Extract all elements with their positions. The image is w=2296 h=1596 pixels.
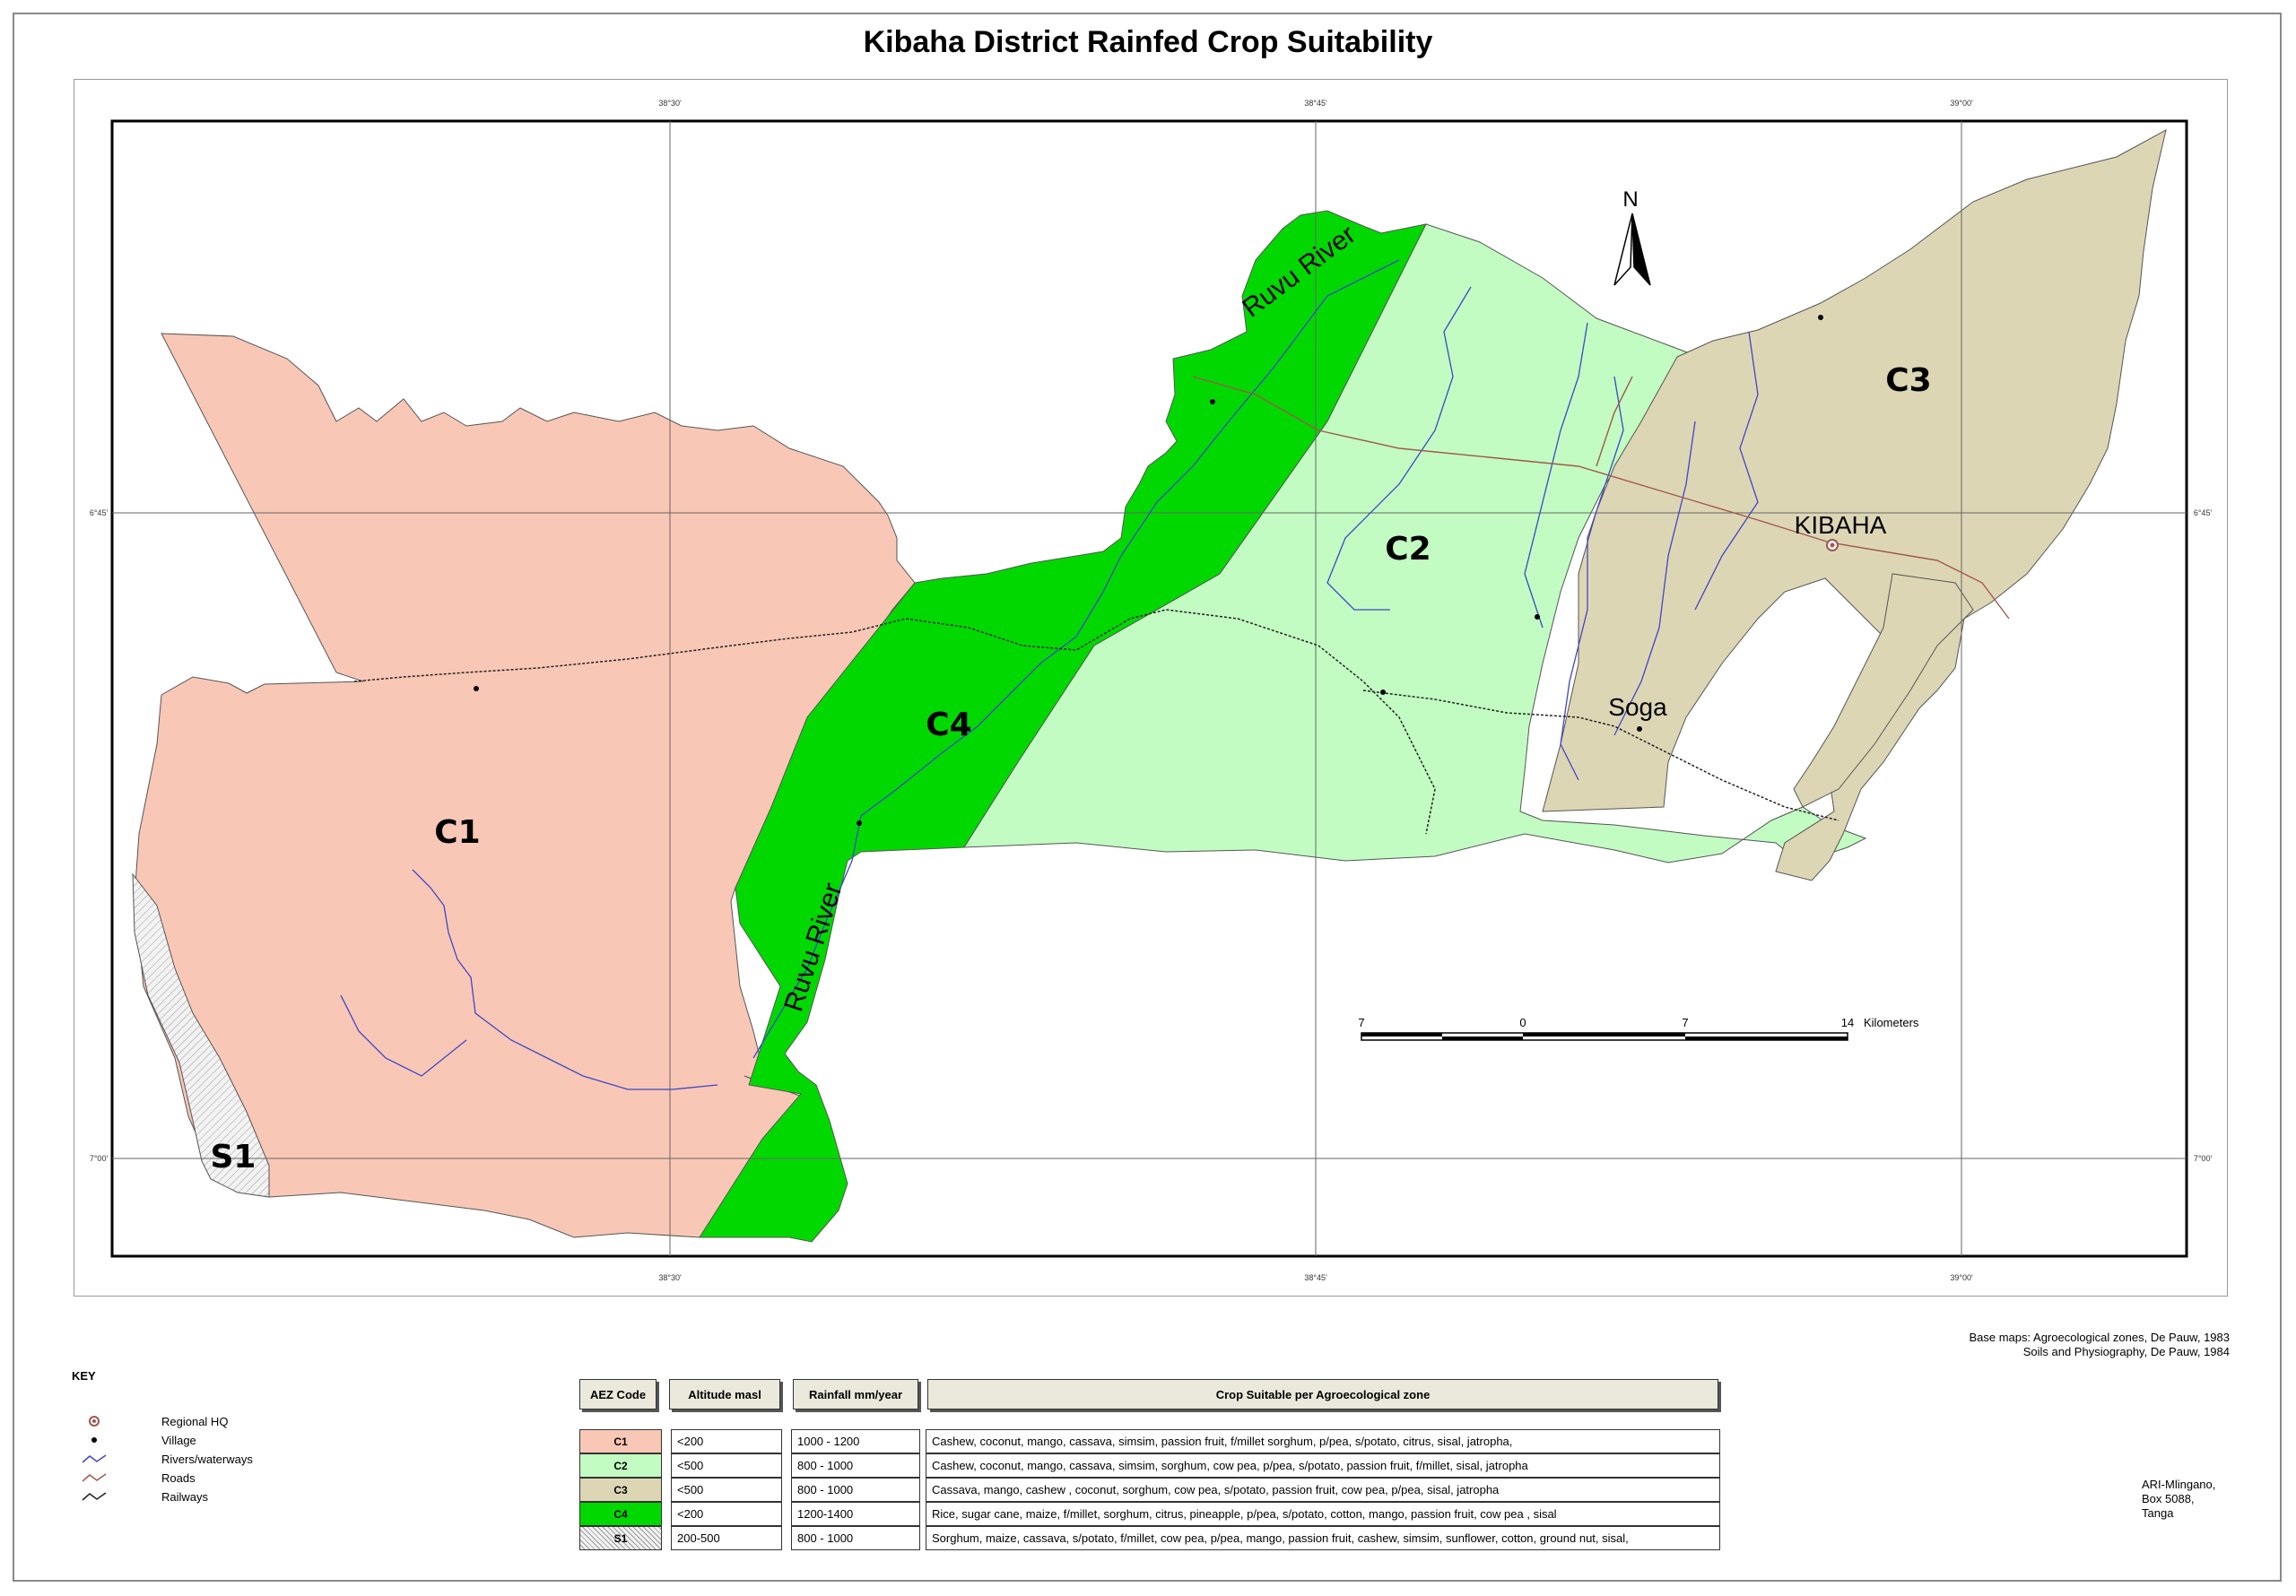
scale-tick-2: 0	[1519, 1016, 1526, 1029]
table-row-code: C3	[579, 1478, 662, 1502]
c1-stream-branch	[340, 994, 467, 1077]
rivers	[340, 259, 1759, 1090]
railway-line-east	[1362, 690, 1839, 821]
table-row-crops: Sorghum, maize, cassava, s/potato, f/mil…	[926, 1526, 1720, 1550]
grid-label-right-1: 6°45'	[2194, 508, 2213, 517]
page-border	[13, 13, 2282, 1582]
table-row-crops: Cassava, mango, cashew , coconut, sorghu…	[926, 1478, 1720, 1502]
scale-unit: Kilometers	[1864, 1016, 1919, 1029]
grid-label-bottom-2: 38°45'	[1304, 1273, 1327, 1282]
credits-line-2: Soils and Physiography, De Pauw, 1984	[2022, 1345, 2230, 1358]
village-icon	[81, 1433, 108, 1447]
scale-tick-1: 7	[1358, 1016, 1364, 1029]
zone-c3-southern-strip	[1793, 573, 1974, 808]
zone-s1-polygon	[132, 872, 270, 1198]
river-icon	[81, 1452, 108, 1466]
zone-label-c4: C4	[926, 707, 971, 743]
table-row-crops: Rice, sugar cane, maize, f/millet, sorgh…	[926, 1502, 1720, 1526]
key-item-regional-hq: Regional HQ	[81, 1414, 341, 1428]
table-row-rainfall: 800 - 1000	[791, 1453, 920, 1478]
railway-icon	[81, 1489, 108, 1504]
map-credits: Base maps: Agroecological zones, De Pauw…	[1969, 1331, 2230, 1359]
zone-label-c1: C1	[434, 814, 480, 851]
key-item-roads: Roads	[81, 1470, 341, 1485]
table-row-code: C4	[579, 1502, 662, 1526]
ruvu-river-line	[752, 259, 1400, 1059]
zone-label-c3: C3	[1885, 362, 1931, 399]
regional-hq-icon	[81, 1414, 108, 1428]
place-label-soga: Soga	[1608, 693, 1667, 721]
c3-stream-3	[1613, 421, 1696, 736]
graticule	[112, 121, 2187, 1256]
main-road-line	[1192, 376, 2010, 620]
c2-stream-line	[1326, 286, 1472, 611]
table-header-altitude: Altitude masl	[669, 1379, 780, 1410]
grid-label-top-3: 39°00'	[1950, 99, 1973, 108]
table-row-crops: Cashew, coconut, mango, cassava, simsim,…	[926, 1429, 1720, 1453]
road-icon	[81, 1470, 108, 1485]
village-markers	[474, 315, 1823, 826]
key-label-regional-hq: Regional HQ	[161, 1414, 229, 1428]
place-label-kibaha: KIBAHA	[1795, 511, 1887, 539]
c2-stream-east	[1524, 322, 1588, 629]
table-row-rainfall: 1000 - 1200	[791, 1429, 920, 1453]
map-title: Kibaha District Rainfed Crop Suitability	[863, 25, 1433, 59]
map-outer-frame	[74, 79, 2228, 1297]
key-item-railways: Railways	[81, 1489, 341, 1504]
table-row-altitude: 200-500	[671, 1526, 782, 1550]
key-item-village: Village	[81, 1433, 341, 1447]
grid-label-bottom-3: 39°00'	[1950, 1273, 1973, 1282]
table-header-code: AEZ Code	[579, 1379, 657, 1410]
credits-line-1: Base maps: Agroecological zones, De Pauw…	[1969, 1331, 2230, 1344]
key-item-rivers: Rivers/waterways	[81, 1452, 341, 1466]
north-label: N	[1622, 187, 1638, 212]
table-row-rainfall: 800 - 1000	[791, 1478, 920, 1502]
address-line-1: ARI-Mlingano,	[2142, 1478, 2216, 1491]
c1-stream-line	[412, 869, 718, 1090]
table-row-code: S1	[579, 1526, 662, 1550]
table-row-altitude: <500	[671, 1478, 782, 1502]
grid-label-top-1: 38°30'	[658, 99, 682, 108]
table-row-rainfall: 800 - 1000	[791, 1526, 920, 1550]
road-branch-north	[1596, 376, 1633, 467]
map-neatline	[110, 119, 2188, 1258]
scale-tick-4: 14	[1841, 1016, 1854, 1029]
publisher-address: ARI-Mlingano, Box 5088, Tanga	[2142, 1478, 2215, 1521]
table-row-altitude: <200	[671, 1429, 782, 1453]
table-row-code: C1	[579, 1429, 662, 1453]
c3-stream-2	[1694, 331, 1759, 611]
key-label-roads: Roads	[161, 1470, 196, 1485]
address-line-3: Tanga	[2142, 1506, 2174, 1520]
table-row-crops: Cashew, coconut, mango, cassava, simsim,…	[926, 1453, 1720, 1478]
key-label-village: Village	[161, 1433, 196, 1447]
zone-c3-polygon	[1542, 129, 2167, 881]
table-row-code: C2	[579, 1453, 662, 1478]
grid-label-top-2: 38°45'	[1304, 99, 1327, 108]
table-row-altitude: <200	[671, 1502, 782, 1526]
address-line-2: Box 5088,	[2142, 1492, 2195, 1505]
table-header-rainfall: Rainfall mm/year	[793, 1379, 918, 1410]
key-label-railways: Railways	[161, 1489, 209, 1504]
roads	[1192, 376, 2010, 620]
key-label-rivers: Rivers/waterways	[161, 1452, 253, 1466]
grid-label-bottom-1: 38°30'	[658, 1273, 682, 1282]
scale-tick-3: 7	[1682, 1016, 1688, 1029]
key-title: KEY	[72, 1369, 96, 1383]
regional-hq-marker	[1826, 539, 1839, 551]
railway-line	[353, 609, 1436, 835]
scale-bar: 7 0 7 14 Kilometers	[1358, 1016, 1919, 1041]
c3-stream-1	[1560, 376, 1624, 781]
north-arrow-icon	[1613, 213, 1651, 286]
zone-label-s1: S1	[211, 1139, 257, 1175]
table-row-rainfall: 1200-1400	[791, 1502, 920, 1526]
zone-label-c2: C2	[1385, 531, 1431, 568]
grid-label-right-2: 7°00'	[2194, 1154, 2213, 1163]
grid-label-left-1: 6°45'	[90, 508, 109, 517]
railway	[353, 609, 1839, 835]
grid-label-left-2: 7°00'	[90, 1154, 109, 1163]
table-header-crops: Crop Suitable per Agroecological zone	[927, 1379, 1718, 1410]
table-row-altitude: <500	[671, 1453, 782, 1478]
